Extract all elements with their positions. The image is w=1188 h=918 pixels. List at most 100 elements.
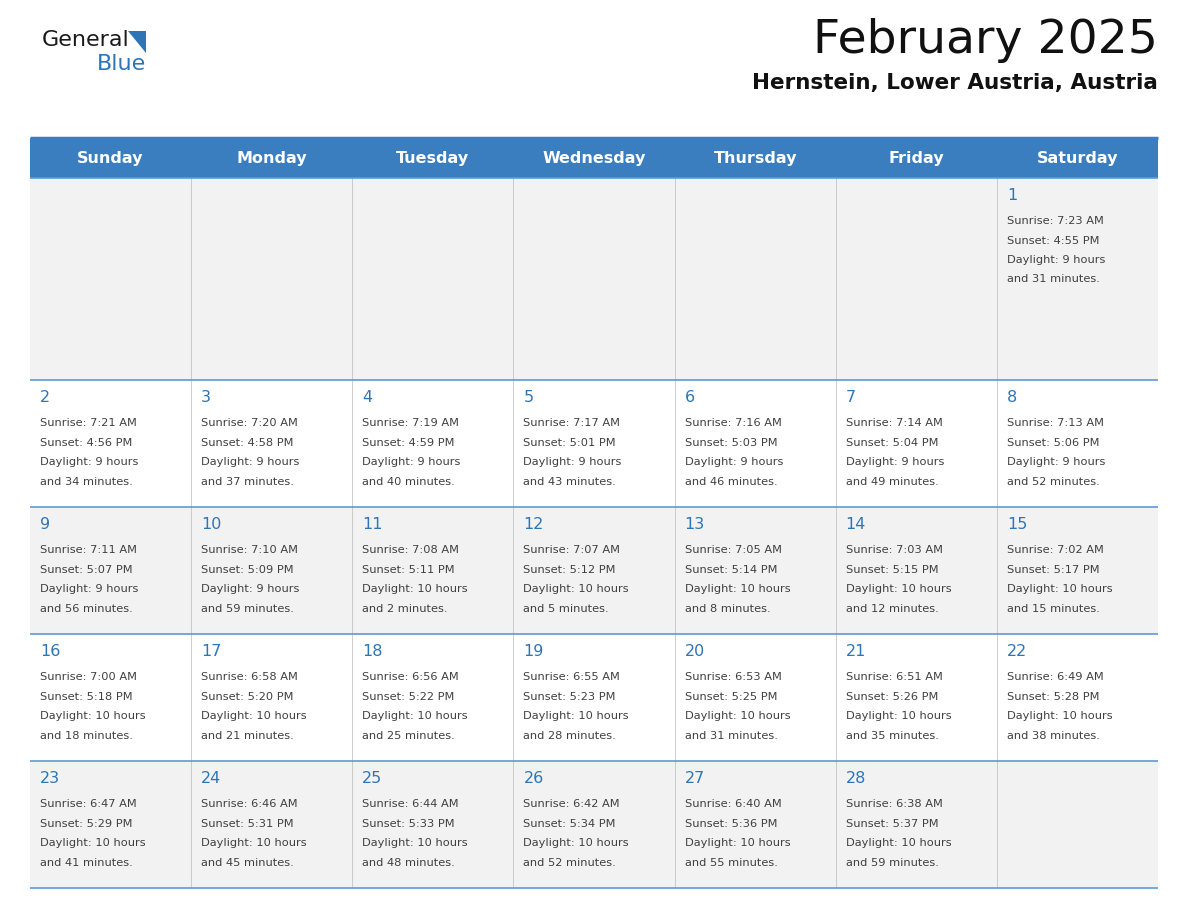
Bar — [30, 634, 1158, 761]
Text: Blue: Blue — [97, 54, 146, 74]
Text: Sunrise: 6:44 AM: Sunrise: 6:44 AM — [362, 799, 459, 809]
Text: Sunset: 5:37 PM: Sunset: 5:37 PM — [846, 819, 939, 829]
Text: Daylight: 9 hours: Daylight: 9 hours — [201, 584, 299, 594]
Text: Sunset: 5:17 PM: Sunset: 5:17 PM — [1007, 565, 1099, 575]
Text: 27: 27 — [684, 771, 704, 786]
Text: Friday: Friday — [889, 151, 944, 165]
Text: Daylight: 10 hours: Daylight: 10 hours — [684, 711, 790, 722]
Text: Hernstein, Lower Austria, Austria: Hernstein, Lower Austria, Austria — [752, 73, 1158, 93]
Text: Saturday: Saturday — [1037, 151, 1118, 165]
Text: February 2025: February 2025 — [813, 18, 1158, 63]
Text: Daylight: 10 hours: Daylight: 10 hours — [684, 584, 790, 594]
Text: 14: 14 — [846, 517, 866, 532]
Text: and 2 minutes.: and 2 minutes. — [362, 604, 448, 614]
Text: Sunset: 5:03 PM: Sunset: 5:03 PM — [684, 438, 777, 448]
Text: Sunrise: 7:02 AM: Sunrise: 7:02 AM — [1007, 545, 1104, 555]
Polygon shape — [128, 31, 146, 53]
Text: and 5 minutes.: and 5 minutes. — [524, 604, 609, 614]
Text: Daylight: 10 hours: Daylight: 10 hours — [40, 838, 146, 848]
Text: Daylight: 10 hours: Daylight: 10 hours — [846, 711, 952, 722]
Text: 9: 9 — [40, 517, 50, 532]
Text: and 34 minutes.: and 34 minutes. — [40, 476, 133, 487]
Text: 5: 5 — [524, 390, 533, 406]
Text: Sunset: 5:06 PM: Sunset: 5:06 PM — [1007, 438, 1099, 448]
Text: Sunrise: 7:19 AM: Sunrise: 7:19 AM — [362, 419, 460, 429]
Text: Sunset: 5:18 PM: Sunset: 5:18 PM — [40, 691, 133, 701]
Text: Daylight: 9 hours: Daylight: 9 hours — [846, 457, 944, 467]
Bar — [30, 508, 1158, 634]
Bar — [30, 178, 1158, 380]
Text: Sunrise: 7:05 AM: Sunrise: 7:05 AM — [684, 545, 782, 555]
Text: 26: 26 — [524, 771, 544, 786]
Text: Daylight: 9 hours: Daylight: 9 hours — [1007, 457, 1105, 467]
Text: and 28 minutes.: and 28 minutes. — [524, 731, 617, 741]
Text: Sunrise: 6:40 AM: Sunrise: 6:40 AM — [684, 799, 782, 809]
Text: Sunset: 5:07 PM: Sunset: 5:07 PM — [40, 565, 133, 575]
Text: 16: 16 — [40, 644, 61, 659]
Text: Daylight: 10 hours: Daylight: 10 hours — [524, 711, 630, 722]
Text: and 31 minutes.: and 31 minutes. — [684, 731, 777, 741]
Text: 3: 3 — [201, 390, 211, 406]
Text: and 38 minutes.: and 38 minutes. — [1007, 731, 1100, 741]
Text: 1: 1 — [1007, 188, 1017, 203]
Text: 8: 8 — [1007, 390, 1017, 406]
Bar — [30, 138, 1158, 178]
Text: and 49 minutes.: and 49 minutes. — [846, 476, 939, 487]
Text: 24: 24 — [201, 771, 221, 786]
Text: Daylight: 10 hours: Daylight: 10 hours — [362, 584, 468, 594]
Text: Sunset: 5:31 PM: Sunset: 5:31 PM — [201, 819, 293, 829]
Text: 2: 2 — [40, 390, 50, 406]
Text: Sunrise: 7:20 AM: Sunrise: 7:20 AM — [201, 419, 298, 429]
Text: Sunrise: 7:00 AM: Sunrise: 7:00 AM — [40, 672, 137, 682]
Text: Sunrise: 7:21 AM: Sunrise: 7:21 AM — [40, 419, 137, 429]
Text: Sunset: 5:09 PM: Sunset: 5:09 PM — [201, 565, 293, 575]
Text: Sunset: 5:04 PM: Sunset: 5:04 PM — [846, 438, 939, 448]
Text: 23: 23 — [40, 771, 61, 786]
Text: and 37 minutes.: and 37 minutes. — [201, 476, 293, 487]
Text: 4: 4 — [362, 390, 372, 406]
Bar — [30, 761, 1158, 888]
Text: and 52 minutes.: and 52 minutes. — [524, 857, 617, 868]
Text: Sunrise: 6:47 AM: Sunrise: 6:47 AM — [40, 799, 137, 809]
Text: and 8 minutes.: and 8 minutes. — [684, 604, 770, 614]
Text: Sunrise: 7:10 AM: Sunrise: 7:10 AM — [201, 545, 298, 555]
Text: Daylight: 10 hours: Daylight: 10 hours — [846, 584, 952, 594]
Text: Daylight: 10 hours: Daylight: 10 hours — [684, 838, 790, 848]
Text: Sunset: 5:29 PM: Sunset: 5:29 PM — [40, 819, 133, 829]
Text: Sunset: 5:33 PM: Sunset: 5:33 PM — [362, 819, 455, 829]
Text: Daylight: 10 hours: Daylight: 10 hours — [201, 711, 307, 722]
Text: Tuesday: Tuesday — [397, 151, 469, 165]
Text: Sunset: 5:26 PM: Sunset: 5:26 PM — [846, 691, 939, 701]
Text: 10: 10 — [201, 517, 221, 532]
Text: 11: 11 — [362, 517, 383, 532]
Text: Sunrise: 6:56 AM: Sunrise: 6:56 AM — [362, 672, 459, 682]
Text: Sunset: 5:12 PM: Sunset: 5:12 PM — [524, 565, 615, 575]
Text: and 12 minutes.: and 12 minutes. — [846, 604, 939, 614]
Text: Sunset: 4:55 PM: Sunset: 4:55 PM — [1007, 236, 1099, 245]
Text: Sunday: Sunday — [77, 151, 144, 165]
Text: Daylight: 10 hours: Daylight: 10 hours — [201, 838, 307, 848]
Text: 18: 18 — [362, 644, 383, 659]
Text: and 59 minutes.: and 59 minutes. — [846, 857, 939, 868]
Text: Sunset: 5:14 PM: Sunset: 5:14 PM — [684, 565, 777, 575]
Text: Daylight: 9 hours: Daylight: 9 hours — [684, 457, 783, 467]
Text: Sunrise: 7:14 AM: Sunrise: 7:14 AM — [846, 419, 942, 429]
Text: Wednesday: Wednesday — [542, 151, 646, 165]
Text: Sunrise: 7:13 AM: Sunrise: 7:13 AM — [1007, 419, 1104, 429]
Text: and 15 minutes.: and 15 minutes. — [1007, 604, 1100, 614]
Text: and 59 minutes.: and 59 minutes. — [201, 604, 293, 614]
Text: Sunset: 4:56 PM: Sunset: 4:56 PM — [40, 438, 132, 448]
Text: Sunset: 4:58 PM: Sunset: 4:58 PM — [201, 438, 293, 448]
Text: and 52 minutes.: and 52 minutes. — [1007, 476, 1100, 487]
Text: Daylight: 9 hours: Daylight: 9 hours — [201, 457, 299, 467]
Text: Daylight: 10 hours: Daylight: 10 hours — [362, 711, 468, 722]
Text: and 25 minutes.: and 25 minutes. — [362, 731, 455, 741]
Text: Sunrise: 6:42 AM: Sunrise: 6:42 AM — [524, 799, 620, 809]
Text: Daylight: 10 hours: Daylight: 10 hours — [40, 711, 146, 722]
Text: 6: 6 — [684, 390, 695, 406]
Text: Sunrise: 6:55 AM: Sunrise: 6:55 AM — [524, 672, 620, 682]
Text: and 43 minutes.: and 43 minutes. — [524, 476, 617, 487]
Text: Sunset: 5:25 PM: Sunset: 5:25 PM — [684, 691, 777, 701]
Text: and 18 minutes.: and 18 minutes. — [40, 731, 133, 741]
Text: Sunrise: 7:03 AM: Sunrise: 7:03 AM — [846, 545, 943, 555]
